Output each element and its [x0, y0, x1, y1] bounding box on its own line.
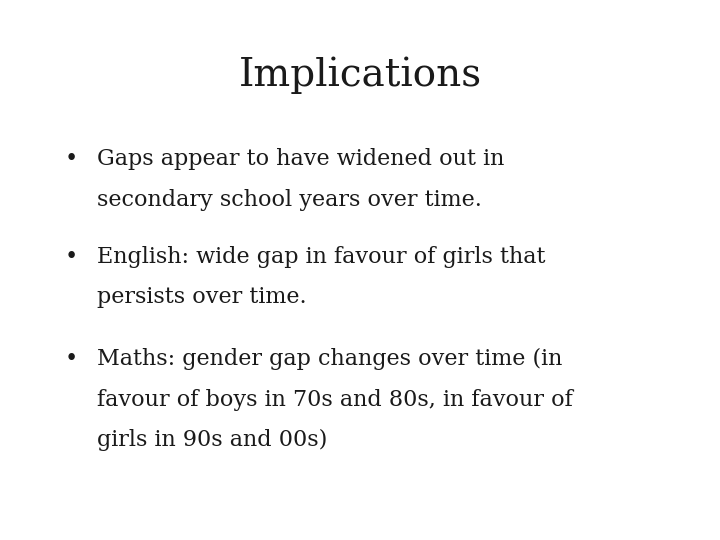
Text: secondary school years over time.: secondary school years over time.	[97, 189, 482, 211]
Text: persists over time.: persists over time.	[97, 286, 307, 308]
Text: girls in 90s and 00s): girls in 90s and 00s)	[97, 429, 328, 451]
Text: favour of boys in 70s and 80s, in favour of: favour of boys in 70s and 80s, in favour…	[97, 389, 573, 411]
Text: •: •	[65, 246, 78, 268]
Text: Implications: Implications	[238, 57, 482, 94]
Text: •: •	[65, 348, 78, 370]
Text: English: wide gap in favour of girls that: English: wide gap in favour of girls tha…	[97, 246, 546, 268]
Text: •: •	[65, 148, 78, 171]
Text: Gaps appear to have widened out in: Gaps appear to have widened out in	[97, 148, 505, 171]
Text: Maths: gender gap changes over time (in: Maths: gender gap changes over time (in	[97, 348, 562, 370]
